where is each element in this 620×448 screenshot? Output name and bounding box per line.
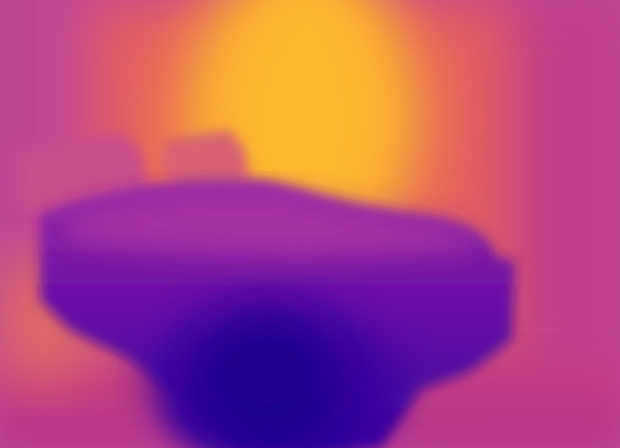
bed-top-surface (60, 191, 478, 258)
near-depth-darkest (195, 315, 335, 435)
pillow (160, 130, 250, 188)
